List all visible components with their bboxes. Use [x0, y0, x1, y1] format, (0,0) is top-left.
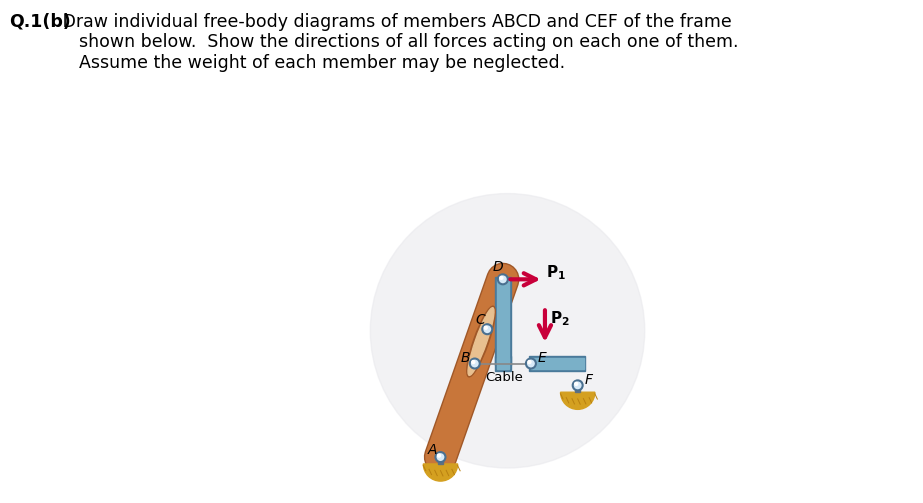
Circle shape [526, 359, 536, 369]
Bar [575, 385, 581, 392]
Circle shape [500, 276, 503, 279]
Bar [531, 358, 583, 369]
Bar [529, 356, 585, 371]
Text: D: D [493, 260, 503, 274]
Text: A: A [428, 443, 438, 457]
Bar [497, 358, 509, 369]
Circle shape [438, 454, 440, 457]
Wedge shape [560, 392, 594, 409]
Circle shape [472, 361, 474, 364]
Text: B: B [461, 351, 470, 365]
Bar [495, 356, 510, 371]
Bar [438, 457, 443, 464]
Wedge shape [424, 464, 458, 481]
Text: $\mathbf{P_2}$: $\mathbf{P_2}$ [549, 309, 569, 327]
Circle shape [575, 382, 578, 385]
Circle shape [436, 452, 446, 462]
Text: F: F [584, 373, 593, 387]
Ellipse shape [467, 306, 496, 377]
Ellipse shape [468, 308, 494, 375]
Text: Draw individual free-body diagrams of members ABCD and CEF of the frame
    show: Draw individual free-body diagrams of me… [57, 13, 738, 72]
Circle shape [482, 324, 492, 334]
Text: E: E [538, 351, 546, 365]
Circle shape [485, 326, 487, 329]
Bar [495, 278, 510, 365]
Text: C: C [475, 312, 485, 326]
Circle shape [497, 274, 508, 284]
Circle shape [572, 380, 582, 390]
Text: $\mathbf{P_1}$: $\mathbf{P_1}$ [545, 264, 566, 283]
Text: Q.1(b): Q.1(b) [9, 13, 71, 31]
Bar [497, 279, 509, 364]
Circle shape [370, 194, 645, 468]
Circle shape [528, 361, 531, 364]
Text: Cable: Cable [485, 371, 523, 384]
Circle shape [470, 359, 480, 369]
